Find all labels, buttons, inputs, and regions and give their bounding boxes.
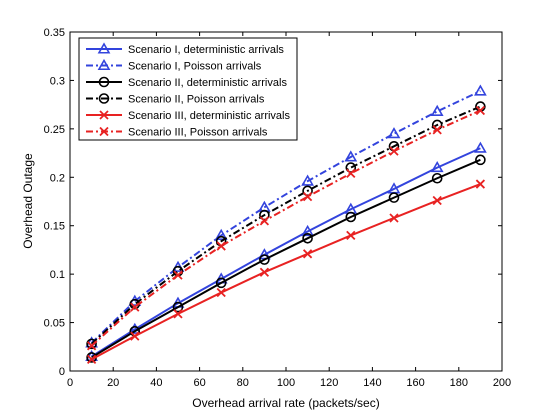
data-point [98, 93, 110, 104]
data-point [346, 168, 356, 179]
data-point [215, 277, 227, 289]
data-point [389, 213, 399, 223]
y-tick-label: 0.2 [50, 172, 65, 184]
legend-label: Scenario I, deterministic arrivals [128, 44, 284, 56]
y-tick-label: 0 [59, 366, 65, 378]
x-tick-label: 200 [493, 377, 511, 389]
legend-item: Scenario III, deterministic arrivals [86, 110, 290, 122]
data-point [475, 179, 486, 189]
y-tick-label: 0.05 [44, 318, 65, 330]
data-point [387, 127, 401, 139]
legend-label: Scenario I, Poisson arrivals [128, 61, 262, 73]
data-point [98, 76, 110, 88]
legend-item: Scenario III, Poisson arrivals [86, 127, 268, 139]
data-point [389, 146, 399, 156]
x-tick-label: 40 [150, 377, 162, 389]
legend-label: Scenario III, Poisson arrivals [128, 127, 268, 139]
data-point [173, 270, 183, 280]
y-tick-label: 0.25 [44, 124, 65, 136]
data-point [97, 42, 111, 54]
series-line [90, 109, 481, 347]
series-5 [86, 179, 486, 365]
data-point [475, 154, 486, 166]
x-tick-label: 0 [67, 377, 73, 389]
data-point [259, 216, 270, 226]
series-line [91, 147, 481, 358]
x-tick-label: 180 [450, 377, 468, 389]
legend-item: Scenario II, deterministic arrivals [86, 76, 287, 89]
x-axis: 0 20 40 60 80 100 120 140 160 180 200 [67, 32, 511, 389]
data-point [172, 301, 184, 313]
data-point [432, 125, 442, 135]
data-point [475, 105, 486, 116]
data-point [130, 331, 140, 341]
data-point [474, 84, 487, 96]
data-point [86, 354, 97, 365]
x-tick-label: 20 [107, 377, 119, 389]
data-point [301, 224, 314, 237]
legend-item: Scenario I, deterministic arrivals [86, 42, 284, 56]
legend-label: Scenario II, Poisson arrivals [128, 94, 265, 106]
series-line [91, 158, 481, 359]
data-point [99, 110, 109, 120]
y-axis-label: Overhead Outage [21, 153, 35, 249]
data-point [302, 233, 313, 244]
data-point [432, 195, 442, 206]
data-point [388, 192, 400, 203]
data-point [344, 150, 358, 162]
data-point [216, 241, 226, 251]
data-point [302, 249, 313, 259]
data-point [97, 58, 111, 71]
data-point [474, 141, 487, 153]
data-point [216, 287, 226, 298]
data-point [430, 104, 444, 116]
data-point [259, 267, 270, 277]
data-point [86, 341, 97, 351]
x-tick-label: 60 [193, 377, 205, 389]
series-1 [85, 141, 487, 362]
x-tick-label: 100 [277, 377, 295, 389]
x-tick-label: 160 [406, 377, 424, 389]
data-point [345, 211, 357, 223]
y-tick-label: 0.15 [44, 221, 65, 233]
data-point [345, 162, 357, 173]
series-6 [86, 105, 486, 351]
data-point [259, 254, 270, 265]
legend-label: Scenario III, deterministic arrivals [128, 110, 290, 122]
y-axis: 0 0.05 0.1 0.15 0.2 0.25 0.3 0.35 [44, 27, 502, 378]
series-layer [85, 84, 487, 365]
legend-label: Scenario II, deterministic arrivals [128, 77, 287, 89]
y-tick-label: 0.1 [50, 269, 65, 281]
series-line [90, 90, 481, 344]
data-point [346, 230, 356, 241]
data-point [259, 209, 270, 221]
series-line [90, 105, 481, 345]
data-point [130, 302, 140, 312]
legend-box [78, 37, 298, 141]
series-line [91, 183, 481, 361]
data-point [302, 192, 313, 202]
data-point [99, 126, 109, 137]
y-tick-label: 0.3 [50, 75, 65, 87]
y-tick-label: 0.35 [44, 27, 65, 39]
data-point [214, 228, 228, 240]
data-point [301, 174, 314, 186]
x-tick-label: 120 [320, 377, 338, 389]
data-point [86, 338, 97, 350]
legend-item: Scenario II, Poisson arrivals [86, 93, 265, 106]
x-tick-label: 140 [363, 377, 381, 389]
data-point [128, 322, 142, 334]
data-point [430, 160, 444, 173]
data-point [431, 172, 443, 184]
data-point [302, 185, 313, 197]
x-tick-label: 80 [237, 377, 249, 389]
legend-item: Scenario I, Poisson arrivals [86, 58, 262, 73]
legend: Scenario I, deterministic arrivals Scenar… [78, 37, 298, 141]
x-axis-label: Overhead arrival rate (packets/sec) [192, 396, 379, 410]
data-point [173, 309, 183, 319]
